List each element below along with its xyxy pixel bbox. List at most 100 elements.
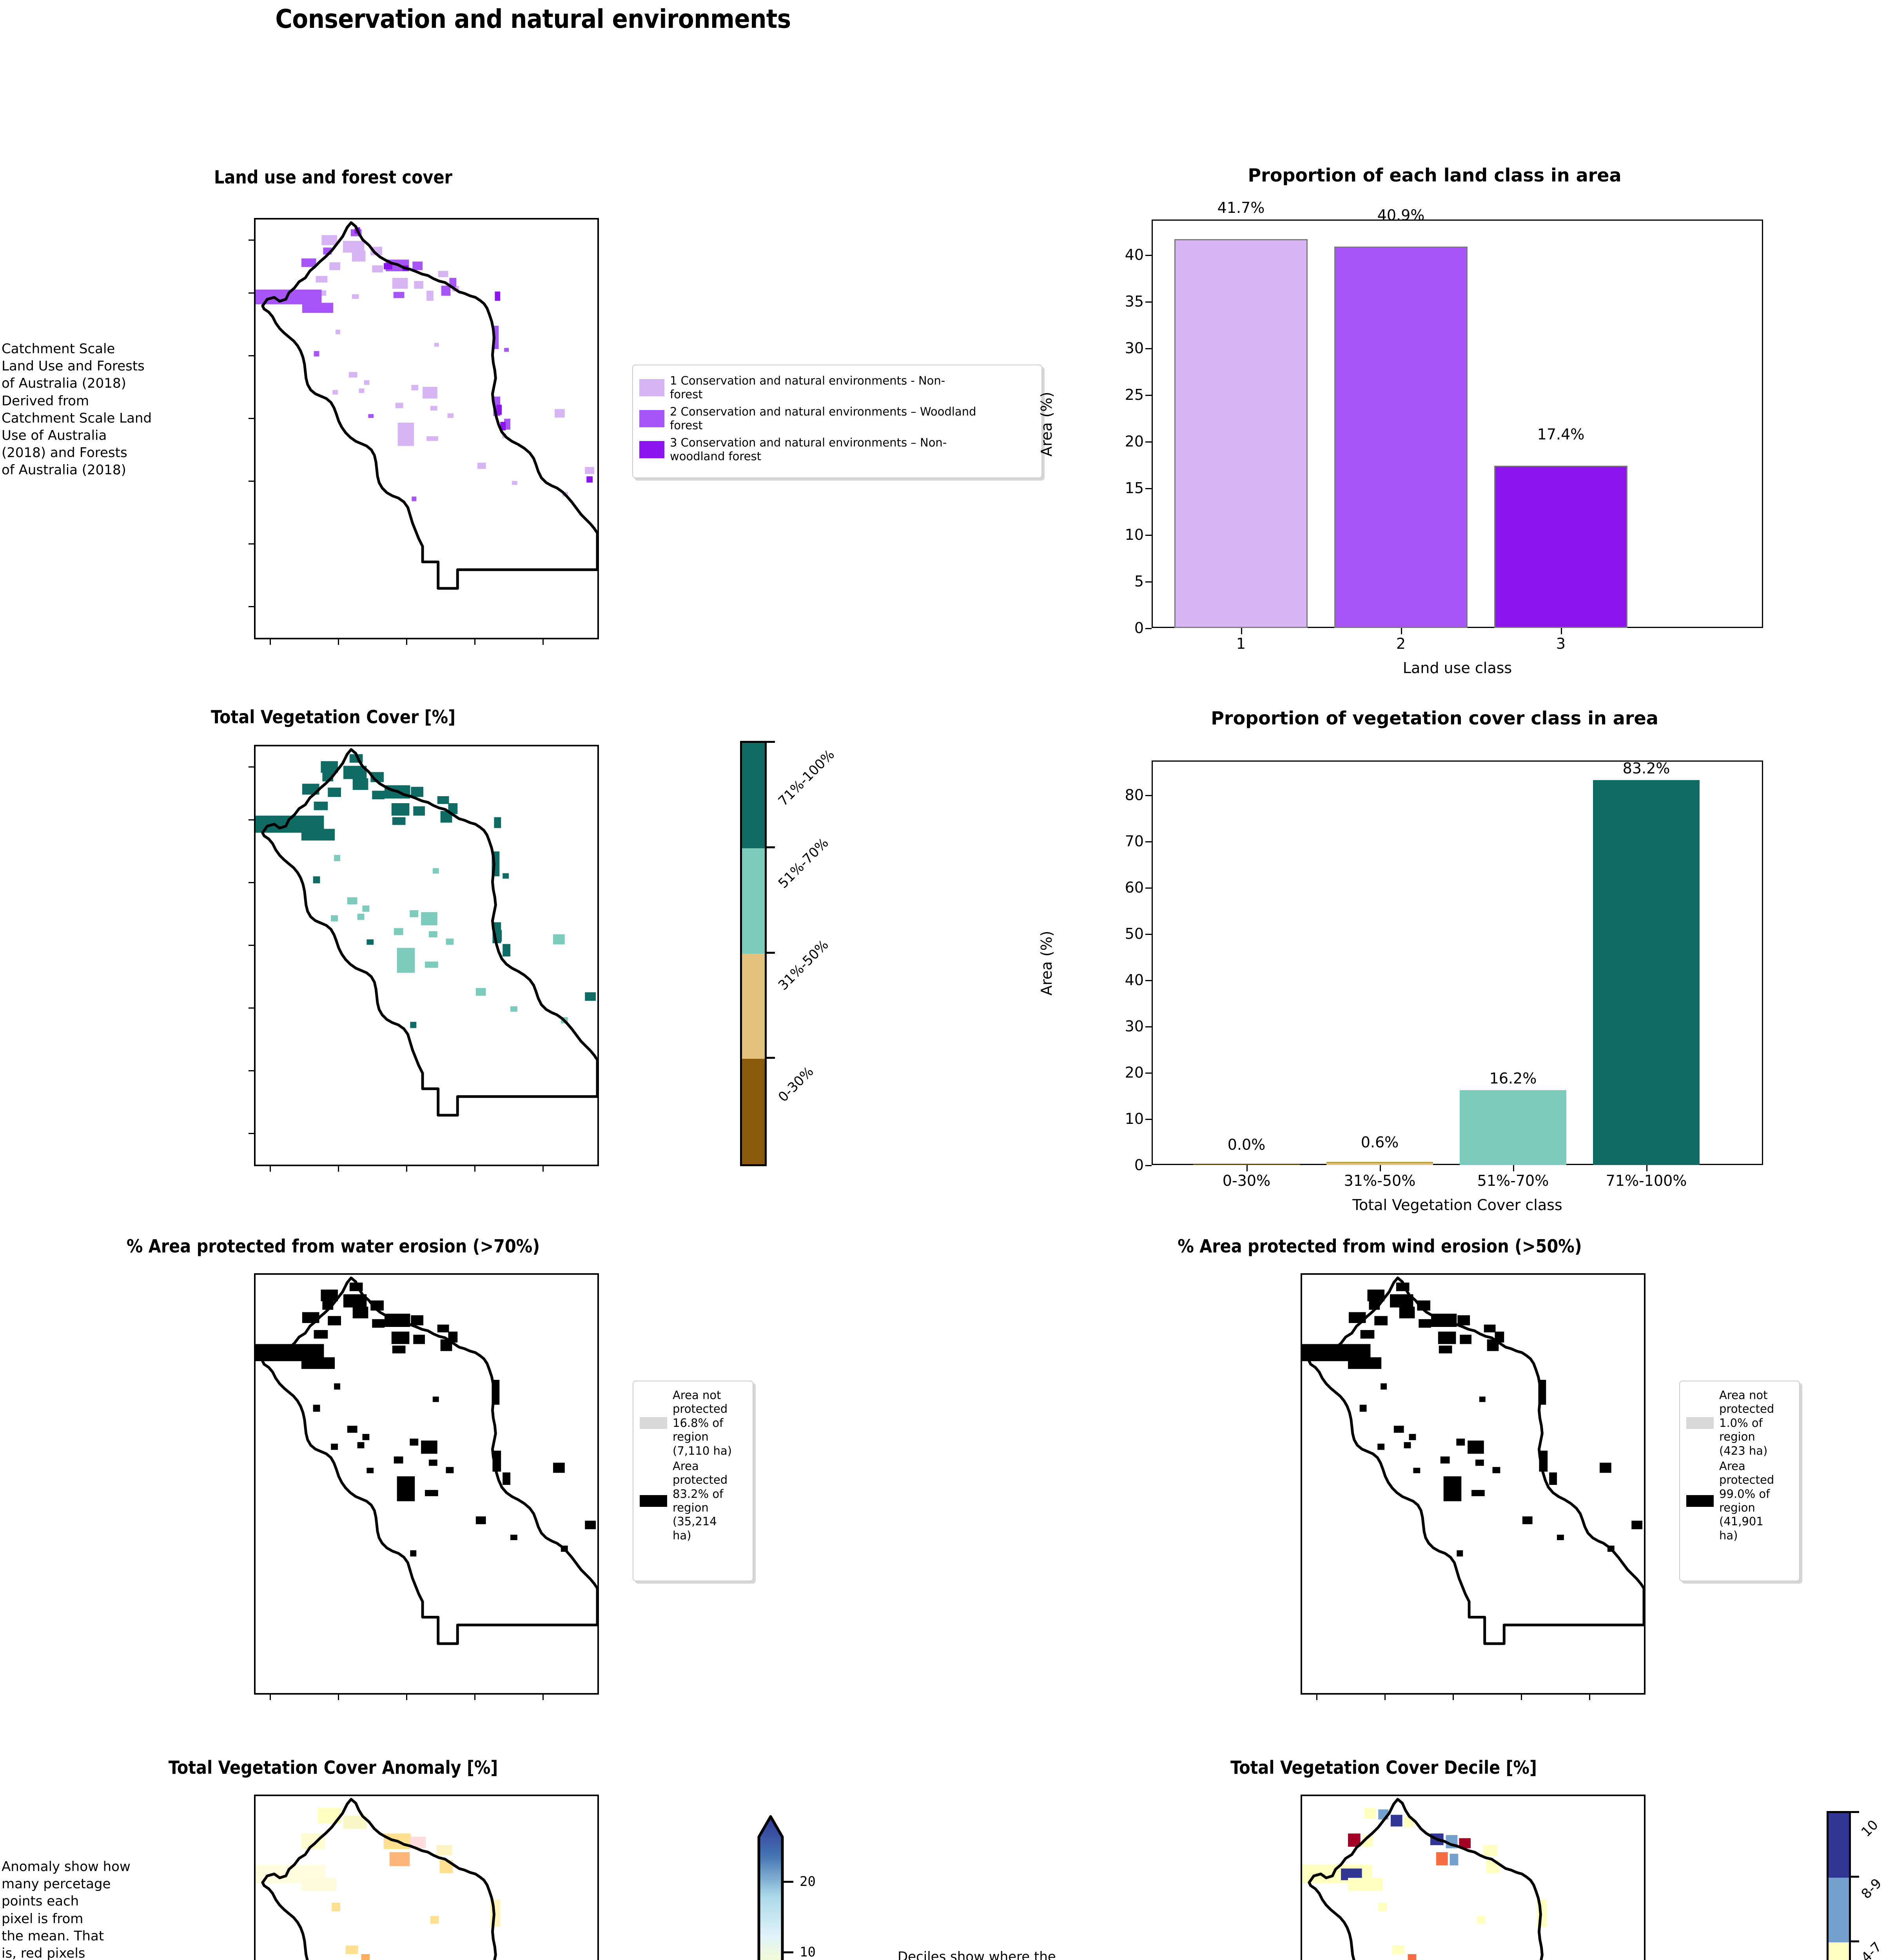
wind-erosion-map[interactable] [1301,1273,1646,1695]
legend-item: Area not protected 1.0% of region (423 h… [1686,1388,1793,1458]
decile-label-4-7: 4-7 [1858,1939,1885,1960]
anomaly-colorbar[interactable] [757,1795,785,1960]
veg-cover-colorbar[interactable] [740,741,767,1166]
water-erosion-map[interactable] [254,1273,599,1695]
y-tick-label: 80 [1125,786,1144,804]
water-erosion-map-xticks [254,1695,599,1700]
land-use-legend[interactable]: 1 Conservation and natural environments … [632,365,1042,478]
decile-explanation-note: Deciles show where the pixel value lies … [898,1949,1056,1960]
colorbar-segment-8-9 [1829,1878,1849,1942]
y-tick-label: 10 [1125,1110,1144,1127]
x-tick-label: 51%-70% [1477,1172,1549,1189]
legend-label: Area protected 99.0% of region (41,901 h… [1719,1459,1774,1542]
anomaly-map-svg [256,1798,501,1960]
decile-label-10: 10 [1858,1817,1881,1840]
bar-value-label: 0.6% [1361,1134,1399,1151]
colorbar-label-51-70: 51%-70% [775,835,832,892]
decile-colorbar[interactable] [1827,1811,1851,1960]
water-erosion-map-svg [256,1276,597,1645]
y-tick-label: 35 [1125,293,1144,310]
water-erosion-panel-title: % Area protected from water erosion (>70… [126,1236,540,1257]
anomaly-colorbar-svg [757,1815,784,1960]
veg-cover-map-xticks [254,1166,599,1172]
legend-label: 3 Conservation and natural environments … [670,436,947,463]
land-use-map[interactable] [254,218,599,639]
bar-veg-class-71-100[interactable] [1593,780,1700,1165]
wind-erosion-panel-title: % Area protected from wind erosion (>50%… [1177,1236,1582,1257]
veg-cover-map-yticks [249,745,254,1166]
decile-label-8-9: 8-9 [1858,1875,1885,1902]
colorbar-segment-71-100 [742,743,765,848]
wind-erosion-map-xticks [1301,1695,1646,1700]
legend-label: Area not protected 16.8% of region (7,11… [673,1388,732,1457]
color-swatch-protected [640,1495,667,1507]
anomaly-explanation-note: Anomaly show how many percetage points e… [2,1859,131,1960]
land-use-map-xticks [254,639,599,645]
bar-value-label: 16.2% [1489,1070,1537,1087]
y-tick-label: 5 [1134,573,1144,590]
veg-cover-colorbar-ticks [765,741,776,1162]
land-class-bar-chart[interactable]: 0 5 10 15 20 25 30 35 40 41.7% 40.9% 17.… [1038,199,1763,677]
bar-veg-class-51-70[interactable] [1460,1090,1566,1165]
y-tick-label: 40 [1125,246,1144,263]
land-use-source-note: Catchment Scale Land Use and Forests of … [2,341,152,478]
legend-item: 1 Conservation and natural environments … [639,374,1035,402]
y-tick-label: 10 [1125,526,1144,543]
veg-cover-panel-title: Total Vegetation Cover [%] [210,706,456,728]
anomaly-map[interactable] [254,1795,599,1960]
legend-label: Area protected 83.2% of region (35,214 h… [673,1459,728,1542]
color-swatch-class-2 [639,410,664,428]
colorbar-segment-4-7 [1829,1942,1849,1960]
plot-frame [1152,760,1763,1165]
color-swatch-not-protected [1686,1417,1714,1429]
page-title: Conservation and natural environments [275,4,791,34]
y-tick-label: 30 [1125,1018,1144,1035]
y-tick-label: 30 [1125,339,1144,357]
legend-item: Area protected 83.2% of region (35,214 h… [640,1459,746,1543]
bar-land-class-1[interactable] [1174,239,1308,628]
decile-panel-title: Total Vegetation Cover Decile [%] [1230,1757,1537,1778]
colorbar-segment-0-30 [742,1059,765,1164]
color-swatch-protected [1686,1495,1714,1507]
anomaly-tick-label-20: 20 [800,1874,816,1889]
colorbar-label-31-50: 31%-50% [775,937,832,994]
color-swatch-not-protected [640,1417,667,1429]
bar-land-class-2[interactable] [1334,247,1468,628]
decile-map[interactable] [1301,1795,1646,1960]
bar-value-label: 41.7% [1217,199,1265,216]
y-tick-label: 70 [1125,833,1144,850]
legend-label: Area not protected 1.0% of region (423 h… [1719,1388,1774,1457]
wind-erosion-legend[interactable]: Area not protected 1.0% of region (423 h… [1679,1381,1800,1581]
legend-item: Area protected 99.0% of region (41,901 h… [1686,1459,1793,1543]
x-tick-label: 31%-50% [1344,1172,1416,1189]
veg-class-bar-chart[interactable]: 0 10 20 30 40 50 60 70 80 0.0% 0.6% 16.2… [1038,760,1763,1214]
y-tick-label: 0 [1134,619,1144,637]
bar-value-label: 40.9% [1377,207,1425,224]
land-class-chart-title: Proportion of each land class in area [1248,165,1622,186]
x-tick-label: 1 [1236,635,1246,652]
y-axis-label: Area (%) [1038,931,1055,996]
y-tick-label: 50 [1125,925,1144,942]
veg-cover-map[interactable] [254,745,599,1166]
veg-cover-map-svg [256,748,597,1117]
bar-veg-class-0-30[interactable] [1193,1164,1300,1165]
bar-value-label: 0.0% [1227,1136,1266,1153]
decile-colorbar-ticks [1849,1811,1861,1960]
legend-label: 1 Conservation and natural environments … [670,374,945,401]
bar-land-class-3[interactable] [1494,466,1627,628]
colorbar-segment-51-70 [742,848,765,954]
legend-item: 3 Conservation and natural environments … [639,436,1035,464]
y-axis-label: Area (%) [1038,392,1055,457]
land-use-map-svg [256,221,597,590]
bar-value-label: 17.4% [1537,426,1585,443]
veg-class-chart-title: Proportion of vegetation cover class in … [1211,708,1658,729]
bar-veg-class-31-50[interactable] [1326,1162,1433,1165]
water-erosion-legend[interactable]: Area not protected 16.8% of region (7,11… [633,1381,753,1581]
color-swatch-class-3 [639,441,664,458]
y-tick-label: 60 [1125,879,1144,896]
anomaly-tick-label-10: 10 [800,1944,816,1960]
x-tick-label: 2 [1396,635,1406,652]
x-tick-label: 71%-100% [1606,1172,1687,1189]
x-axis-label: Land use class [1402,659,1512,677]
y-tick-label: 0 [1134,1156,1144,1174]
